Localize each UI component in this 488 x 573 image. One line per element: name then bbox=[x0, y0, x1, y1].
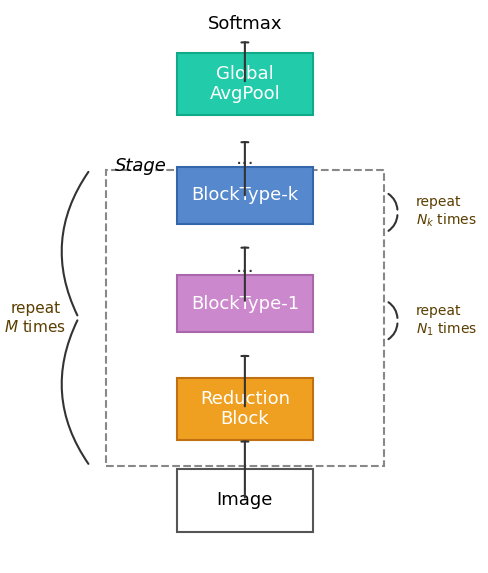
FancyBboxPatch shape bbox=[177, 53, 313, 115]
FancyBboxPatch shape bbox=[177, 378, 313, 441]
Text: ...: ... bbox=[236, 257, 254, 276]
FancyBboxPatch shape bbox=[177, 469, 313, 532]
Text: repeat
$N_1$ times: repeat $N_1$ times bbox=[416, 304, 477, 337]
Text: Global
AvgPool: Global AvgPool bbox=[209, 65, 280, 104]
FancyBboxPatch shape bbox=[177, 167, 313, 224]
Text: BlockType-k: BlockType-k bbox=[191, 186, 299, 204]
Text: repeat
$M$ times: repeat $M$ times bbox=[4, 301, 66, 335]
Text: Stage: Stage bbox=[115, 158, 167, 175]
Text: Reduction
Block: Reduction Block bbox=[200, 390, 290, 429]
Text: Softmax: Softmax bbox=[207, 15, 282, 33]
Text: ...: ... bbox=[236, 149, 254, 168]
Text: Image: Image bbox=[217, 491, 273, 509]
Text: repeat
$N_k$ times: repeat $N_k$ times bbox=[416, 195, 476, 229]
Text: BlockType-1: BlockType-1 bbox=[191, 295, 299, 313]
FancyBboxPatch shape bbox=[177, 275, 313, 332]
